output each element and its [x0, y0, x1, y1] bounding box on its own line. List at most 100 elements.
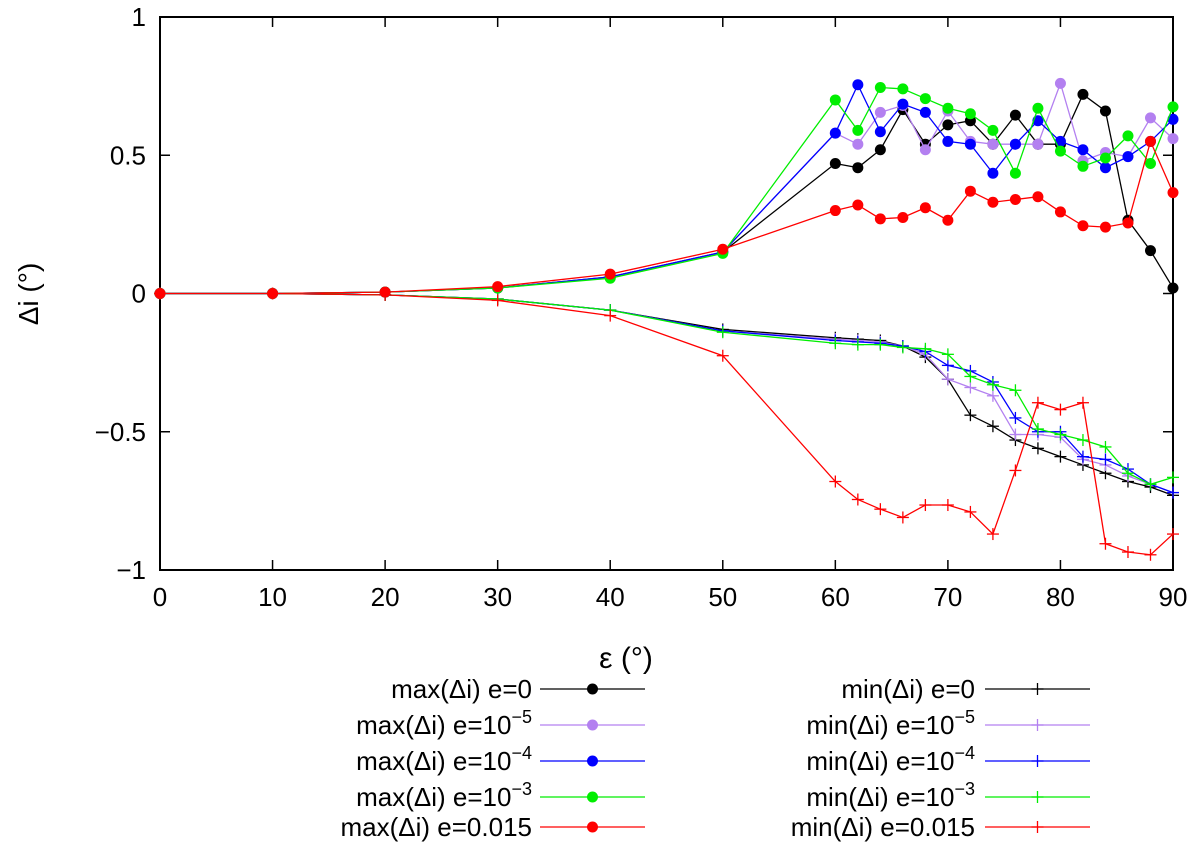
series-line	[160, 292, 1174, 485]
legend-label: max(Δi) e=10−3	[356, 779, 532, 812]
data-point	[874, 82, 886, 94]
data-point	[874, 106, 886, 118]
legend-entry: max(Δi) e=0.015	[340, 812, 645, 842]
data-point	[942, 102, 954, 114]
legend-label-exponent: −3	[511, 779, 532, 799]
y-tick-label: 0	[132, 279, 146, 309]
data-point	[587, 719, 598, 731]
legend-label: min(Δi) e=10−5	[806, 707, 975, 740]
data-point	[1167, 187, 1179, 199]
legend-entry: min(Δi) e=10−5	[806, 707, 1090, 740]
data-point	[1099, 152, 1111, 164]
data-point	[987, 124, 999, 136]
data-point	[604, 309, 617, 322]
series-max-i-e-10-3	[154, 82, 1179, 299]
legend-label-text: min(Δi) e=10	[806, 782, 954, 812]
data-point	[897, 83, 909, 95]
x-tick-label: 70	[933, 582, 962, 612]
legend-label: min(Δi) e=10−4	[806, 743, 975, 776]
legend-label-exponent: −5	[511, 707, 532, 727]
y-tick-label: 1	[132, 2, 146, 32]
data-point	[1009, 384, 1022, 397]
data-point	[1009, 411, 1022, 424]
data-point	[1031, 719, 1044, 731]
data-point	[964, 505, 977, 518]
data-point	[1009, 109, 1021, 121]
data-point	[986, 378, 999, 391]
legend-label: max(Δi) e=0.015	[340, 812, 532, 842]
legend-label-text: max(Δi) e=10	[356, 710, 511, 740]
data-point	[941, 373, 954, 386]
data-point	[587, 755, 598, 767]
data-point	[1077, 144, 1089, 156]
data-point	[987, 167, 999, 179]
data-point	[1076, 396, 1089, 409]
data-point	[1122, 130, 1134, 142]
x-tick-label: 90	[1159, 582, 1188, 612]
legend-entry: max(Δi) e=10−5	[356, 707, 645, 740]
data-point	[1031, 683, 1044, 695]
legend-entry: min(Δi) e=0	[841, 674, 1090, 704]
data-point	[1099, 162, 1111, 174]
x-tick-label: 50	[708, 582, 737, 612]
data-point	[852, 162, 864, 174]
data-point	[942, 119, 954, 131]
plot-area: 0 10 20 30 40 50 60 70 80 90 −1 −0.5 0 0.5 1	[95, 2, 1188, 612]
series-line	[160, 292, 1174, 494]
data-point	[1144, 135, 1156, 147]
data-point	[1121, 467, 1134, 480]
legend-label: min(Δi) e=0.015	[791, 812, 975, 842]
x-tick-label: 80	[1046, 582, 1075, 612]
data-point	[851, 493, 864, 506]
y-tick-label: 0.5	[110, 140, 146, 170]
x-axis-label: ε (°)	[599, 642, 653, 675]
data-point	[942, 135, 954, 147]
legend-label-text: min(Δi) e=0.015	[791, 812, 975, 842]
data-point	[1099, 221, 1111, 233]
series-line	[160, 93, 1174, 295]
legend-entry: max(Δi) e=10−4	[356, 743, 645, 776]
series-line	[160, 292, 1174, 496]
data-point	[1099, 453, 1112, 466]
series-min-i-e-0	[154, 287, 1179, 502]
data-point	[1167, 528, 1179, 541]
data-point	[587, 791, 598, 803]
series-min-i-e-0-015	[154, 287, 1179, 561]
data-point	[919, 144, 931, 156]
data-point	[919, 342, 932, 355]
data-point	[1054, 403, 1067, 416]
data-point	[154, 288, 166, 299]
data-point	[942, 214, 954, 226]
data-point	[941, 348, 954, 361]
series-line	[160, 83, 1174, 295]
x-tick-label: 20	[371, 582, 400, 612]
data-point	[964, 185, 976, 197]
data-point	[1076, 450, 1089, 463]
data-point	[851, 338, 864, 351]
data-point	[716, 326, 729, 339]
data-point	[1077, 220, 1089, 232]
legend-label-text: min(Δi) e=0	[841, 674, 975, 704]
data-point	[829, 337, 842, 350]
data-point	[874, 503, 887, 516]
data-point	[896, 511, 909, 524]
data-point	[1032, 102, 1044, 114]
legend-entry: min(Δi) e=10−3	[806, 779, 1090, 812]
data-point	[1167, 486, 1179, 499]
data-point	[964, 108, 976, 120]
legend-label-exponent: −4	[954, 743, 975, 763]
legend-label-text: max(Δi) e=0	[391, 674, 532, 704]
legend-label-text: max(Δi) e=10	[356, 782, 511, 812]
data-point	[491, 294, 504, 307]
data-point	[716, 349, 729, 362]
data-point	[919, 93, 931, 105]
data-point	[1031, 791, 1044, 803]
data-point	[1122, 151, 1134, 163]
data-point	[829, 127, 841, 139]
data-point	[1122, 217, 1134, 229]
data-point	[919, 499, 932, 512]
data-point	[987, 196, 999, 208]
data-point	[604, 268, 616, 280]
